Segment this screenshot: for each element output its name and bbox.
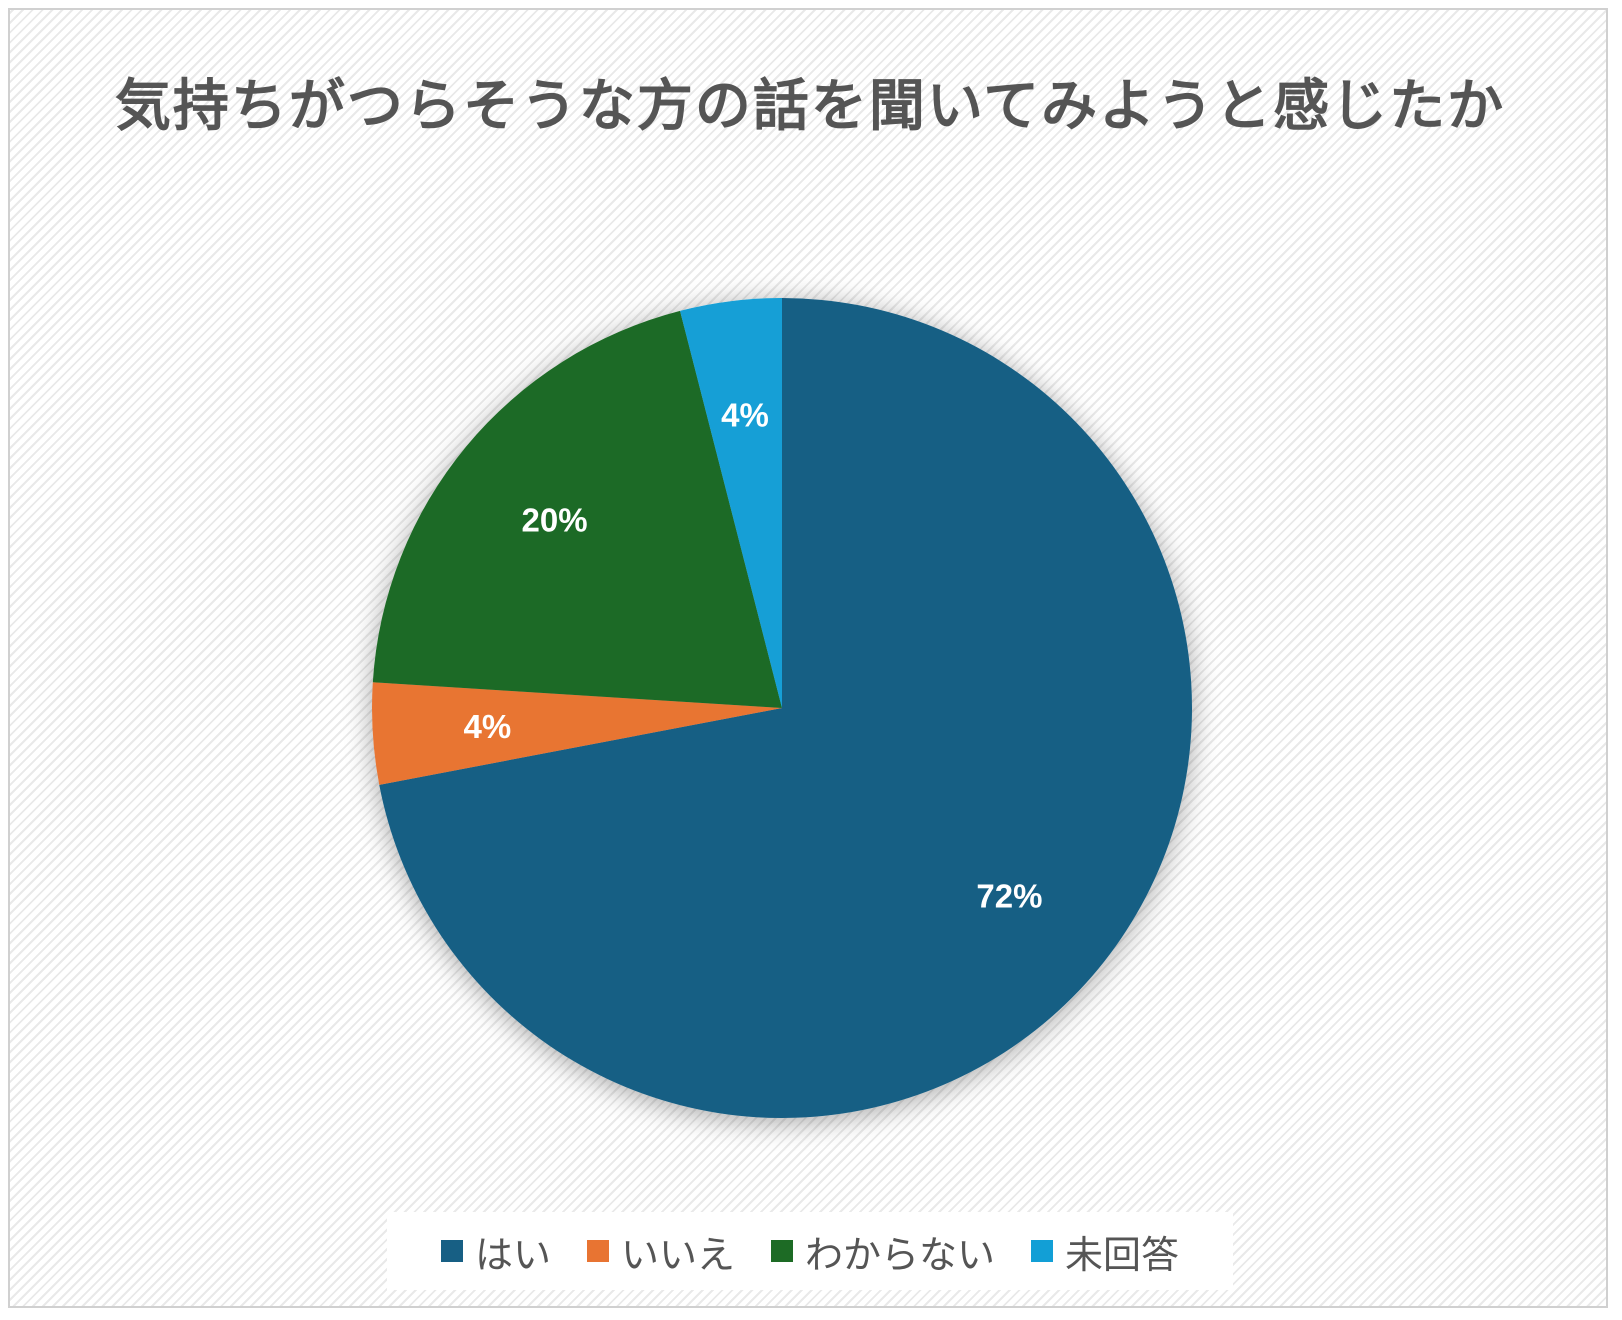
legend-label-3: 未回答 — [1065, 1232, 1180, 1277]
legend-item-3: 未回答 — [1031, 1224, 1179, 1279]
data-label-2: 20% — [522, 501, 588, 538]
data-label-3: 4% — [721, 397, 769, 434]
pie-data-labels: 72% 4% 20% 4% — [464, 397, 1043, 915]
legend-swatch-2 — [771, 1240, 793, 1262]
chart-title: 気持ちがつらそうな方の話を聞いてみようと感じたか — [114, 74, 1506, 139]
legend-swatch-1 — [586, 1240, 609, 1262]
pie-slice-2 — [372, 310, 782, 708]
data-label-0: 72% — [976, 878, 1042, 915]
pie-slice-0 — [379, 298, 1193, 1118]
chart-frame: 気持ちがつらそうな方の話を聞いてみようと感じたか 72% 4% 20% 4% はい いい… — [8, 8, 1608, 1308]
legend-label-2: わからない — [805, 1232, 996, 1277]
data-label-1: 4% — [464, 708, 512, 745]
legend-swatch-3 — [1031, 1240, 1054, 1262]
legend-label-0: はい — [474, 1232, 551, 1277]
legend: はい いいえ わからない 未回答 — [387, 1212, 1233, 1290]
legend-item-1: いいえ — [586, 1224, 735, 1279]
pie-slices — [372, 298, 1193, 1118]
legend-label-1: いいえ — [620, 1232, 735, 1277]
pie-slice-3 — [680, 298, 782, 708]
legend-item-2: わからない — [771, 1224, 995, 1279]
legend-swatch-0 — [440, 1240, 463, 1262]
pie-chart: 72% 4% 20% 4% — [372, 298, 1193, 1118]
pie-slice-1 — [372, 682, 782, 785]
legend-item-0: はい — [440, 1224, 551, 1279]
